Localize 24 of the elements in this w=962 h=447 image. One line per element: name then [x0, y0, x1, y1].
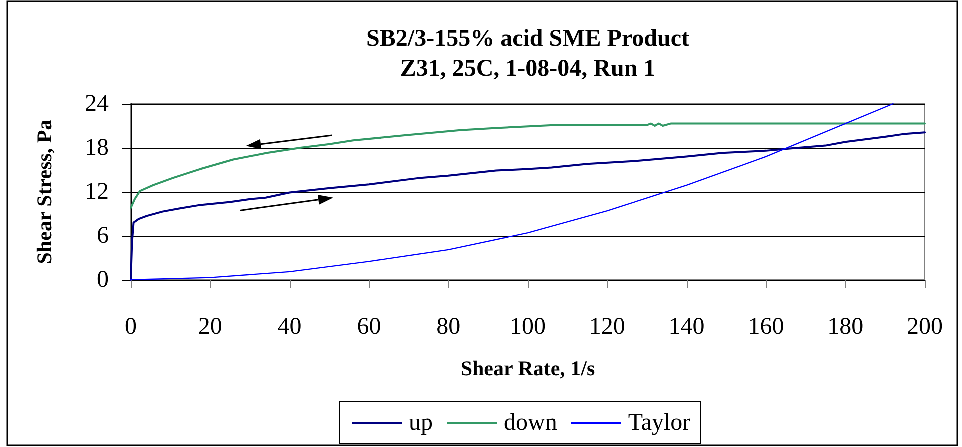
y-tick-label: 24	[85, 91, 109, 117]
y-tick-label: 12	[85, 179, 109, 205]
chart-subtitle: Z31, 25C, 1-08-04, Run 1	[400, 56, 656, 82]
x-tick-label: 0	[125, 314, 137, 340]
y-axis-title: Shear Stress, Pa	[32, 119, 56, 264]
x-tick-label: 120	[589, 314, 626, 340]
y-tick-label: 0	[97, 267, 109, 293]
x-tick-label: 60	[357, 314, 382, 340]
chart-title: SB2/3-155% acid SME Product	[366, 26, 690, 52]
x-tick-label: 180	[828, 314, 864, 340]
legend-label: down	[504, 410, 558, 436]
legend-label: Taylor	[628, 410, 691, 436]
y-tick-label: 18	[85, 135, 109, 161]
x-tick-label: 20	[198, 314, 222, 340]
x-tick-label: 160	[748, 314, 784, 340]
x-tick-label: 80	[436, 314, 461, 340]
line-series	[130, 103, 894, 281]
x-tick-label: 140	[668, 314, 705, 340]
x-axis-title: Shear Rate, 1/s	[460, 356, 596, 380]
legend-label: up	[409, 410, 433, 436]
y-tick-label: 6	[97, 223, 109, 249]
x-tick-label: 40	[278, 314, 302, 340]
x-tick-label: 100	[510, 314, 546, 340]
x-tick-label: 200	[907, 314, 943, 340]
